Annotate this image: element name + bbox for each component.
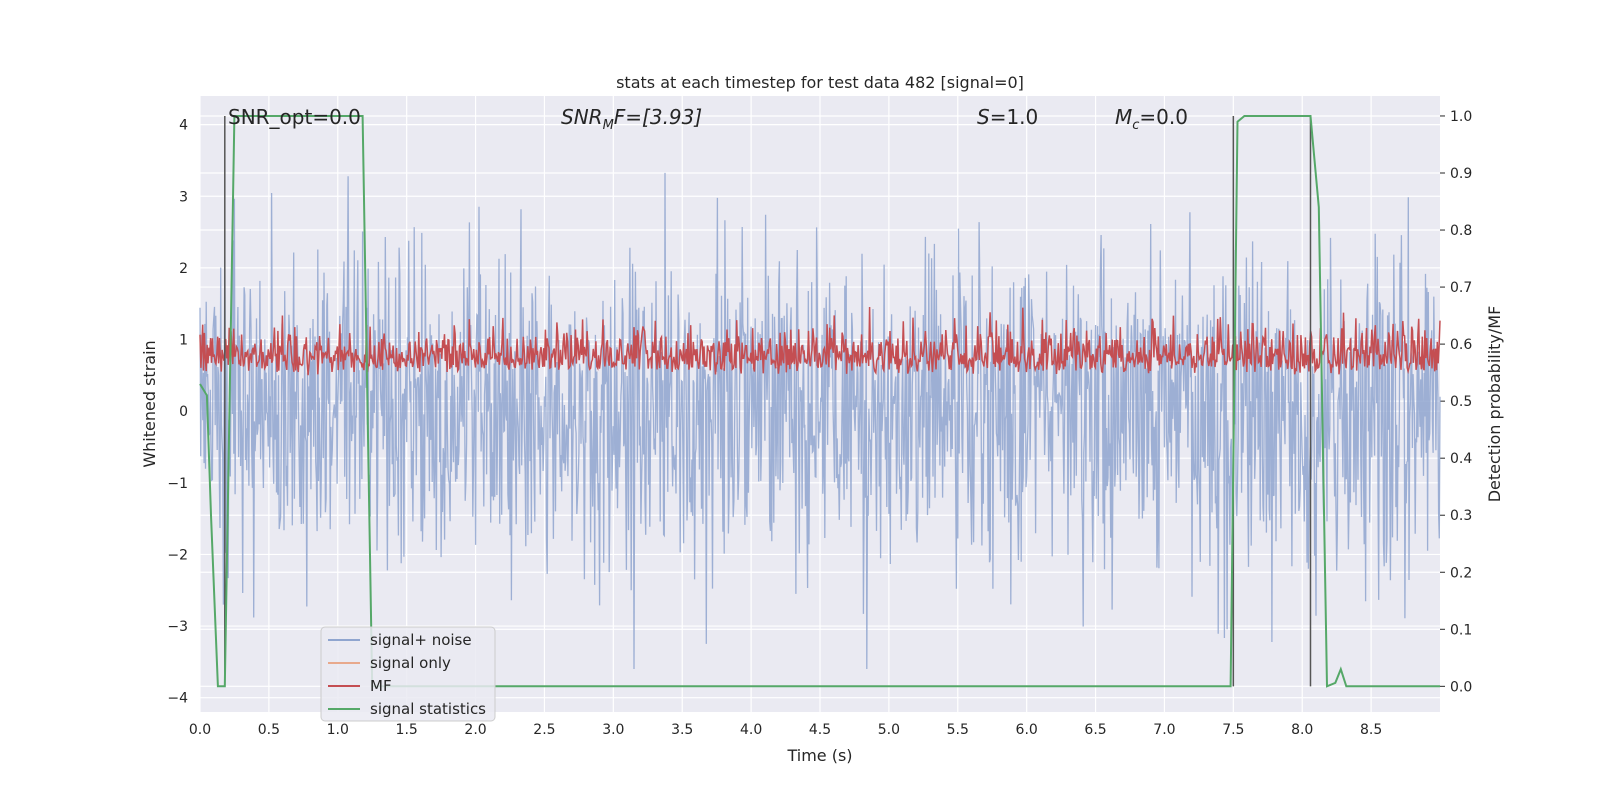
- legend-label-signal-only: signal only: [370, 654, 451, 672]
- y2-tick-label: 0.4: [1450, 451, 1472, 467]
- annotation-s-main: S: [977, 105, 990, 129]
- annotation-s-rest: =1.0: [990, 105, 1039, 129]
- annotation-snr-mf-main: SNR: [561, 105, 603, 129]
- annotation-snr-mf: SNRMF=[3.93]: [561, 105, 702, 133]
- x-tick-label: 5.0: [878, 722, 900, 738]
- y2-tick-label: 0.3: [1450, 508, 1472, 524]
- x-tick-label: 1.5: [396, 722, 418, 738]
- legend-label-mf: MF: [370, 677, 392, 695]
- y-tick-label: −3: [167, 619, 188, 635]
- y-tick-label: −2: [167, 547, 188, 563]
- y-tick-label: −4: [167, 691, 188, 707]
- annotation-mc-sub: c: [1132, 118, 1139, 133]
- x-tick-label: 5.5: [947, 722, 969, 738]
- annotation-s: S=1.0: [977, 105, 1038, 129]
- y-tick-label: 1: [179, 333, 188, 349]
- y-tick-label: −1: [167, 476, 188, 492]
- y2-tick-label: 0.2: [1450, 565, 1472, 581]
- x-tick-label: 2.5: [533, 722, 555, 738]
- x-tick-label: 8.5: [1360, 722, 1382, 738]
- x-tick-label: 6.0: [1016, 722, 1038, 738]
- chart-title: stats at each timestep for test data 482…: [616, 73, 1024, 92]
- x-tick-label: 1.0: [327, 722, 349, 738]
- x-tick-label: 2.0: [464, 722, 486, 738]
- annotation-snr-opt: SNR_opt=0.0: [228, 105, 361, 129]
- annotation-snr-mf-sub: M: [603, 118, 614, 133]
- x-tick-label: 8.0: [1291, 722, 1313, 738]
- y2-tick-labels: 0.0 0.1 0.2 0.3 0.4 0.5 0.6 0.7 0.8 0.9 1.0: [1450, 109, 1472, 695]
- y2-tick-label: 0.6: [1450, 337, 1472, 353]
- x-tick-labels: 0.0 0.5 1.0 1.5 2.0 2.5 3.0 3.5 4.0 4.5 5.0 5.5 6.0 6…: [189, 722, 1382, 738]
- annotation-mc: Mc=0.0: [1115, 105, 1188, 133]
- x-tick-label: 3.0: [602, 722, 624, 738]
- y2-tick-label: 0.8: [1450, 223, 1472, 239]
- y2-tick-label: 0.5: [1450, 394, 1472, 410]
- x-tick-label: 7.0: [1153, 722, 1175, 738]
- y2-axis-label: Detection probability/MF: [1485, 306, 1504, 503]
- x-tick-label: 6.5: [1084, 722, 1106, 738]
- y2-tick-label: 1.0: [1450, 109, 1472, 125]
- y-tick-label: 0: [179, 404, 188, 420]
- y-tick-label: 2: [179, 261, 188, 277]
- y2-tick-label: 0.7: [1450, 280, 1472, 296]
- signal-statistics-line: [199, 115, 1440, 688]
- annotation-mc-rest: =0.0: [1139, 105, 1188, 129]
- legend-label-signal-noise: signal+ noise: [370, 631, 472, 649]
- annotation-snr-mf-rest: F=[3.93]: [614, 105, 702, 129]
- y2-tick-label: 0.0: [1450, 679, 1472, 695]
- x-tick-label: 0.0: [189, 722, 211, 738]
- annotation-mc-main: M: [1115, 105, 1132, 129]
- y-tick-label: 3: [179, 189, 188, 205]
- x-tick-label: 3.5: [671, 722, 693, 738]
- legend-box: [320, 626, 496, 722]
- series-signal-statistics: [199, 115, 1440, 688]
- x-tick-label: 0.5: [258, 722, 280, 738]
- x-axis-label: Time (s): [786, 746, 852, 765]
- y-tick-labels: −4 −3 −2 −1 0 1 2 3 4: [167, 118, 188, 707]
- y2-tick-label: 0.9: [1450, 166, 1472, 182]
- legend: signal+ noise signal only MF signal stat…: [320, 626, 496, 722]
- x-tick-label: 7.5: [1222, 722, 1244, 738]
- y-axis-label: Whitened strain: [140, 340, 159, 467]
- x-tick-label: 4.5: [809, 722, 831, 738]
- legend-label-signal-statistics: signal statistics: [370, 700, 486, 718]
- y2-tick-label: 0.1: [1450, 622, 1472, 638]
- x-tick-label: 4.0: [740, 722, 762, 738]
- y-tick-label: 4: [179, 118, 188, 134]
